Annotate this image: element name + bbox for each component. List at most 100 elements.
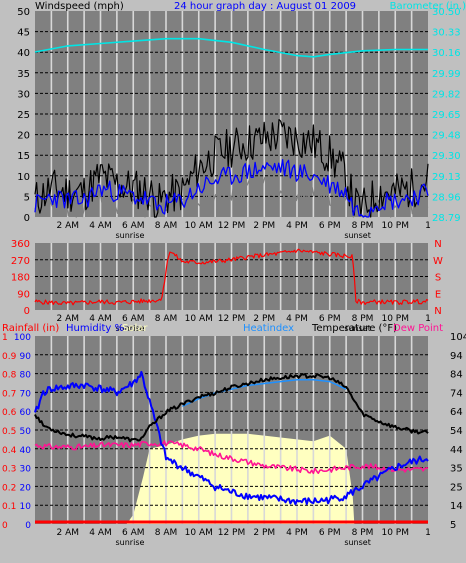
graph-title: 24 hour graph day : August 01 2009 (174, 1, 356, 12)
legend-heatindex: Heatindex (243, 323, 294, 334)
temp-tick-label: 44 (450, 445, 463, 456)
temp-tick-label: 84 (450, 370, 463, 381)
wind-direction-line (34, 248, 429, 306)
humidity-tick-label: 50 (20, 427, 32, 437)
direction-tick-label: 90 (17, 289, 30, 300)
barometer-tick-label: 29.65 (432, 110, 461, 121)
barometer-tick-label: 29.30 (432, 151, 461, 162)
x-tick-label: 1 (425, 314, 431, 324)
humidity-line (34, 370, 429, 506)
temp-tick-label: 5 (450, 520, 456, 531)
wind-tick-label: 50 (17, 7, 30, 18)
direction-tick-label: 180 (11, 273, 30, 284)
x-tick-label: 10 AM (185, 221, 213, 231)
x-tick-label: 6 PM (319, 528, 341, 538)
temperature-humidity-panel: 00.10.20.30.40.50.60.70.80.9101020304050… (2, 323, 466, 547)
x-tick-label: 8 PM (352, 221, 374, 231)
humidity-tick-label: 10 (20, 502, 32, 512)
x-tick-label: 4 PM (286, 528, 308, 538)
temp-grid (35, 336, 428, 524)
barometer-tick-label: 29.82 (432, 89, 461, 100)
wind-tick-label: 30 (17, 89, 30, 100)
rain-tick-label: 0.8 (2, 371, 17, 381)
wind-tick-label: 45 (17, 28, 30, 39)
solar-area (126, 433, 355, 524)
x-tick-label: 10 PM (381, 221, 409, 231)
rain-tick-label: 0.5 (2, 427, 16, 437)
x-tick-label: 4 AM (89, 221, 112, 231)
x-tick-label: 4 AM (89, 528, 112, 538)
temp-tick-label: 54 (450, 426, 463, 437)
x-tick-label: 2 PM (253, 314, 275, 324)
legend-temperature: Temperature (°F) (311, 323, 397, 334)
wind-tick-label: 0 (24, 213, 30, 224)
direction-tick-label: 360 (11, 239, 30, 250)
temp-axes: 00.10.20.30.40.50.60.70.80.9101020304050… (2, 332, 466, 547)
rain-tick-label: 0.2 (2, 483, 16, 493)
x-tick-label: 10 PM (381, 314, 409, 324)
sunrise-label: sunrise (116, 324, 145, 333)
direction-series (34, 248, 429, 306)
legend-dewpoint: Dew Point (393, 323, 443, 334)
temp-tick-label: 14 (450, 501, 463, 512)
compass-tick-label: W (433, 256, 443, 267)
legend-rainfall: Rainfall (in) (2, 323, 59, 334)
x-tick-label: 2 PM (253, 528, 275, 538)
x-tick-label: 12 PM (218, 314, 246, 324)
rain-tick-label: 0.7 (2, 389, 16, 399)
x-tick-label: 2 PM (253, 221, 275, 231)
barometer-axis-label: Barometer (in.) (390, 1, 466, 12)
wind-tick-label: 10 (17, 172, 30, 183)
wind-tick-label: 35 (17, 69, 30, 80)
direction-tick-label: 270 (11, 256, 30, 267)
direction-tick-label: 0 (24, 306, 30, 317)
x-tick-label: 8 AM (155, 221, 178, 231)
x-tick-label: 4 PM (286, 314, 308, 324)
windspeed-line (34, 118, 429, 218)
wind-tick-label: 20 (17, 131, 30, 142)
barometer-tick-label: 30.16 (432, 48, 461, 59)
wind-tick-label: 15 (17, 151, 30, 162)
temp-series (34, 370, 429, 524)
x-tick-label: 8 PM (352, 528, 374, 538)
x-tick-label: 2 AM (56, 314, 79, 324)
barometer-tick-label: 28.96 (432, 192, 461, 203)
humidity-tick-label: 80 (20, 371, 32, 381)
compass-tick-label: N (434, 239, 441, 250)
gust-avg-line (34, 159, 429, 218)
wind-series (34, 37, 429, 218)
x-tick-label: 1 (425, 528, 431, 538)
humidity-tick-label: 70 (20, 389, 32, 399)
humidity-tick-label: 20 (20, 483, 32, 493)
x-tick-label: 6 AM (122, 314, 145, 324)
sunset-label: sunset (344, 324, 371, 333)
barometer-tick-label: 30.33 (432, 28, 461, 39)
humidity-tick-label: 100 (14, 333, 31, 343)
x-tick-label: 4 PM (286, 221, 308, 231)
x-tick-label: 8 AM (155, 314, 178, 324)
compass-tick-label: S (435, 273, 441, 284)
humidity-tick-label: 40 (20, 446, 32, 456)
x-tick-label: 6 PM (319, 221, 341, 231)
legend-humidity: Humidity % (66, 323, 124, 334)
x-tick-label: 12 PM (218, 221, 246, 231)
rain-tick-label: 0.1 (2, 502, 16, 512)
x-tick-label: 10 AM (185, 528, 213, 538)
x-tick-label: 12 PM (218, 528, 246, 538)
barometer-tick-label: 30.50 (432, 7, 461, 18)
x-tick-label: 8 AM (155, 528, 178, 538)
sunset-label: sunset (344, 538, 371, 547)
x-tick-label: 6 PM (319, 314, 341, 324)
temp-tick-label: 25 (450, 482, 463, 493)
wind-tick-label: 25 (17, 110, 30, 121)
x-tick-label: 8 PM (352, 314, 374, 324)
temperature-line (34, 373, 429, 443)
barometer-tick-label: 29.99 (432, 69, 461, 80)
humidity-tick-label: 60 (20, 408, 32, 418)
temp-tick-label: 94 (450, 351, 463, 362)
rain-tick-label: 0 (2, 521, 8, 531)
humidity-tick-label: 90 (20, 352, 32, 362)
x-tick-label: 6 AM (122, 528, 145, 538)
